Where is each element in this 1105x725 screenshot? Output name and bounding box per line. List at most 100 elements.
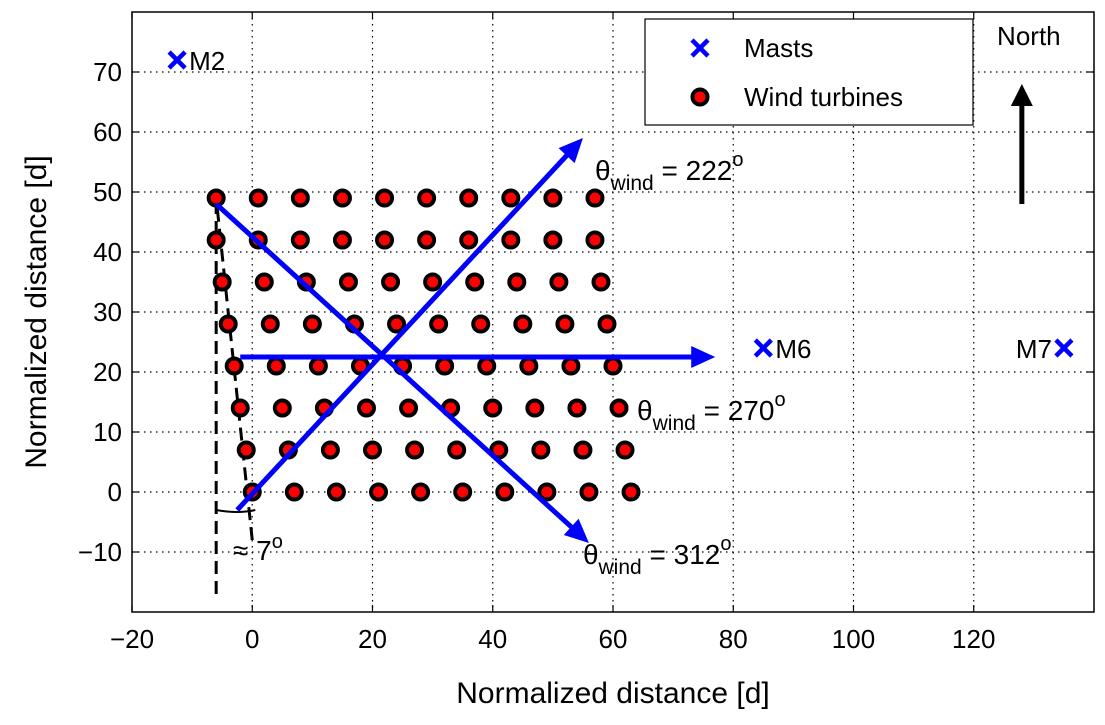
legend-mast-marker	[690, 38, 710, 58]
mast-marker	[167, 50, 187, 70]
mast-cross-b	[167, 50, 187, 70]
x-tick-label: 0	[245, 624, 259, 654]
wind-turbine-marker	[417, 230, 437, 250]
wind-direction-arrows	[214, 138, 716, 543]
wind-turbine-marker	[320, 440, 340, 460]
angle-arc	[215, 509, 256, 513]
wind-turbine-marker	[483, 398, 503, 418]
mast-cross-b	[1054, 338, 1074, 358]
y-tick-label: 50	[93, 177, 122, 207]
wind-turbine-marker	[447, 440, 467, 460]
legend-turbine-marker	[690, 87, 710, 107]
wind-turbine-marker	[603, 356, 623, 376]
y-tick-label: 30	[93, 297, 122, 327]
y-tick-label: 0	[108, 477, 122, 507]
north-label: North	[997, 21, 1061, 51]
wind-turbine-marker	[411, 482, 431, 502]
mast-markers: M2 M6 M7	[167, 46, 1074, 364]
legend: Masts Wind turbines	[644, 18, 974, 126]
wind-arrow-head	[558, 138, 583, 164]
x-tick-label: 40	[478, 624, 507, 654]
wind-turbine-marker	[381, 272, 401, 292]
wind-turbine-marker	[477, 356, 497, 376]
legend-label: Wind turbines	[744, 82, 903, 112]
wind-turbine-marker	[254, 272, 274, 292]
wind-turbine-marker	[555, 314, 575, 334]
wind-arrow	[240, 346, 716, 368]
wind-arrow-head	[691, 346, 716, 368]
y-tick-label: 10	[93, 417, 122, 447]
wind-turbine-marker	[272, 398, 292, 418]
wind-turbine-marker	[302, 314, 322, 334]
angle-degree: o	[272, 531, 283, 553]
wind-turbine-marker	[248, 188, 268, 208]
legend-box	[644, 18, 974, 126]
x-tick-label: −20	[110, 624, 154, 654]
wind-direction-label: θwind = 270o	[637, 389, 786, 435]
wind-turbine-marker	[507, 272, 527, 292]
wind-subscript: wind	[598, 556, 642, 579]
wind-value: = 222	[654, 155, 733, 186]
wind-turbine-marker	[224, 356, 244, 376]
y-axis-title: Normalized distance [d]	[20, 155, 53, 468]
north-indicator: North	[997, 21, 1061, 204]
wind-arrow-shaft	[235, 152, 570, 512]
wind-turbine-marker	[236, 440, 256, 460]
wind-turbine-marker	[399, 398, 419, 418]
wind-turbine-marker	[495, 482, 515, 502]
theta-symbol: θ	[595, 155, 611, 186]
wind-turbine-marker	[363, 440, 382, 460]
wind-turbine-marker	[585, 188, 605, 208]
wind-turbine-marker	[537, 482, 557, 502]
wind-turbine-marker	[332, 188, 352, 208]
x-tick-label: 120	[952, 624, 995, 654]
wind-turbine-marker	[375, 230, 395, 250]
wind-turbine-marker	[501, 188, 521, 208]
wind-turbine-marker	[579, 482, 599, 502]
theta-symbol: θ	[637, 395, 653, 426]
wind-turbine-marker	[525, 398, 545, 418]
wind-turbine-marker	[326, 482, 346, 502]
wind-turbine-marker	[459, 188, 479, 208]
y-tick-label: −10	[78, 537, 122, 567]
mast-label: M7	[1016, 334, 1052, 364]
wind-arrow-head	[563, 518, 589, 543]
wind-turbine-marker	[290, 188, 310, 208]
wind-turbine-marker	[435, 356, 455, 376]
wind-turbine-marker	[459, 230, 479, 250]
wind-turbine-marker	[471, 314, 491, 334]
north-arrow-head	[1010, 84, 1033, 106]
wind-turbine-marker	[543, 230, 563, 250]
wind-turbine-marker	[206, 230, 226, 250]
wind-turbine-marker	[609, 398, 629, 418]
wind-turbine-marker	[230, 398, 250, 418]
wind-turbine-marker	[597, 314, 617, 334]
x-axis-title: Normalized distance [d]	[456, 677, 769, 710]
wind-turbine-marker	[332, 230, 352, 250]
y-tick-label: 40	[93, 237, 122, 267]
wind-turbine-marker	[429, 314, 449, 334]
x-tick-label: 80	[719, 624, 748, 654]
wind-turbine-marker	[453, 482, 473, 502]
wind-arrow-shaft	[214, 202, 575, 531]
wind-turbine-marker	[206, 188, 226, 208]
x-tick-label: 60	[599, 624, 628, 654]
x-tick-label: 20	[358, 624, 387, 654]
wind-turbine-marker	[543, 188, 563, 208]
wind-turbine-markers	[206, 188, 641, 502]
wind-value: = 270	[696, 395, 775, 426]
wind-direction-label: θwind = 312o	[583, 533, 732, 579]
wind-value: = 312	[642, 539, 721, 570]
wind-subscript: wind	[652, 412, 696, 435]
wind-turbine-marker	[375, 188, 395, 208]
wind-turbine-marker	[621, 482, 641, 502]
legend-cross-b	[690, 38, 710, 58]
wind-turbine-marker	[290, 230, 310, 250]
y-tick-label: 60	[93, 117, 122, 147]
wind-turbine-marker	[501, 230, 521, 250]
wind-turbine-marker	[585, 230, 605, 250]
wind-turbine-marker	[489, 440, 509, 460]
wind-degree: o	[720, 533, 731, 555]
wind-subscript: wind	[610, 172, 654, 195]
